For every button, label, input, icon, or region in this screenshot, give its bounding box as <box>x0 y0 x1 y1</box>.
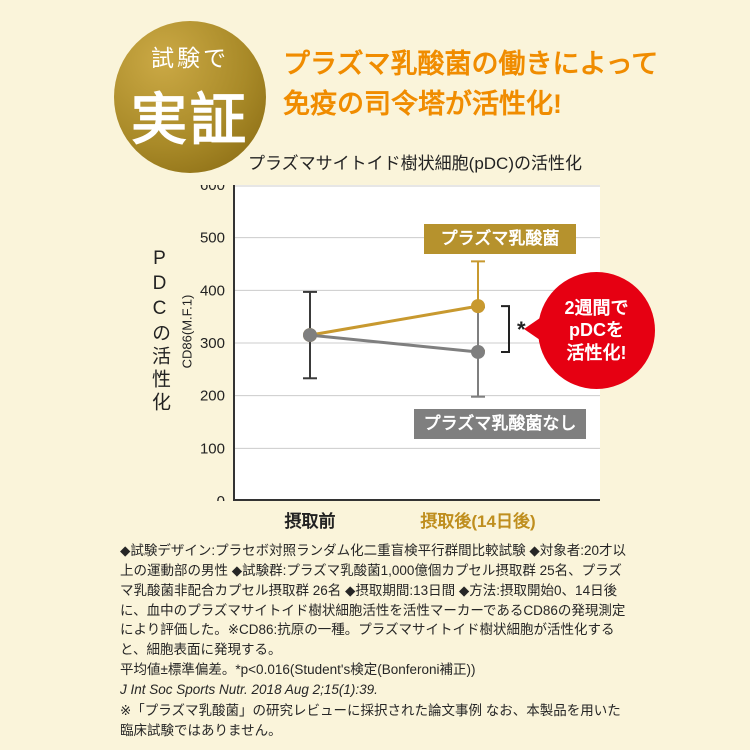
headline-line-2: 免疫の司令塔が活性化! <box>283 89 562 119</box>
svg-text:200: 200 <box>200 388 225 405</box>
svg-text:400: 400 <box>200 282 225 299</box>
svg-text:100: 100 <box>200 440 225 457</box>
pdc-axis-label: PDCの活性化 <box>149 248 170 415</box>
series-label-plasma: プラズマ乳酸菌 <box>424 224 576 254</box>
proof-badge: 試験で 実証 <box>114 21 266 173</box>
series-label-control: プラズマ乳酸菌なし <box>414 409 586 439</box>
result-badge-line-3: 活性化! <box>566 342 627 363</box>
headline: プラズマ乳酸菌の働きによって 免疫の司令塔が活性化! <box>283 44 658 124</box>
result-badge-line-1: 2週間で <box>564 297 629 318</box>
proof-badge-top: 試験で <box>151 45 229 71</box>
x-label-before: 摂取前 <box>284 512 336 531</box>
svg-text:500: 500 <box>200 230 225 247</box>
footer-notes: 平均値±標準偏差。*p<0.016(Student's検定(Bonferoni補… <box>120 660 634 741</box>
result-badge-line-2: pDCを <box>569 320 624 341</box>
stats-note: 平均値±標準偏差。*p<0.016(Student's検定(Bonferoni補… <box>120 662 476 677</box>
svg-text:300: 300 <box>200 335 225 352</box>
reference-note: J Int Soc Sports Nutr. 2018 Aug 2;15(1):… <box>120 682 378 698</box>
svg-text:600: 600 <box>200 185 225 194</box>
svg-text:*: * <box>517 317 526 342</box>
result-badge: 2週間で pDCを 活性化! <box>538 272 655 389</box>
disclaimer-note: ※「プラズマ乳酸菌」の研究レビューに採択された論文事例 なお、本製品を用いた臨床… <box>120 702 621 738</box>
headline-line-1: プラズマ乳酸菌の働きによって <box>283 49 659 79</box>
methodology-notes: ◆試験デザイン:プラセボ対照ランダム化二重盲検平行群間比較試験 ◆対象者:20才… <box>120 543 627 658</box>
svg-text:0: 0 <box>217 493 225 501</box>
proof-badge-main: 実証 <box>131 89 249 152</box>
chart-title: プラズマサイトイド樹状細胞(pDC)の活性化 <box>248 154 582 173</box>
x-label-after: 摂取後(14日後) <box>420 512 536 531</box>
result-badge-pointer <box>524 318 540 340</box>
